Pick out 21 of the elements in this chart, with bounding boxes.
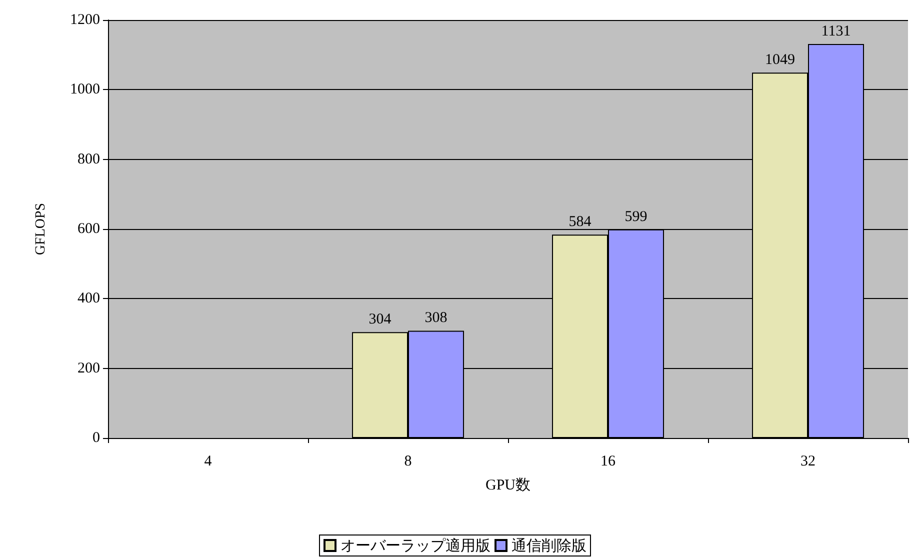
data-label: 308 — [424, 310, 448, 326]
x-tick-label: 16 — [600, 454, 616, 470]
x-tick-label: 32 — [800, 454, 816, 470]
legend-label: オーバーラップ適用版 — [340, 536, 490, 554]
data-label: 1049 — [765, 52, 795, 68]
y-tick-label: 800 — [78, 151, 100, 168]
x-tick-label: 4 — [204, 454, 212, 470]
data-label: 304 — [368, 312, 392, 328]
data-label: 1131 — [821, 24, 851, 40]
y-tick-label: 600 — [78, 221, 100, 237]
data-label: 584 — [568, 214, 592, 230]
y-tick-label: 200 — [78, 360, 100, 376]
y-tick-label: 400 — [78, 290, 100, 307]
legend-label: 通信削除版 — [512, 536, 586, 554]
x-axis-title: GPU数 — [485, 478, 531, 494]
data-label: 599 — [624, 208, 648, 225]
y-tick-label: 1000 — [70, 82, 100, 98]
y-axis-title: GFLOPS — [34, 202, 48, 256]
x-tick-label: 8 — [404, 454, 412, 470]
y-tick-label: 1200 — [70, 12, 100, 28]
y-tick-label: 0 — [92, 430, 100, 446]
